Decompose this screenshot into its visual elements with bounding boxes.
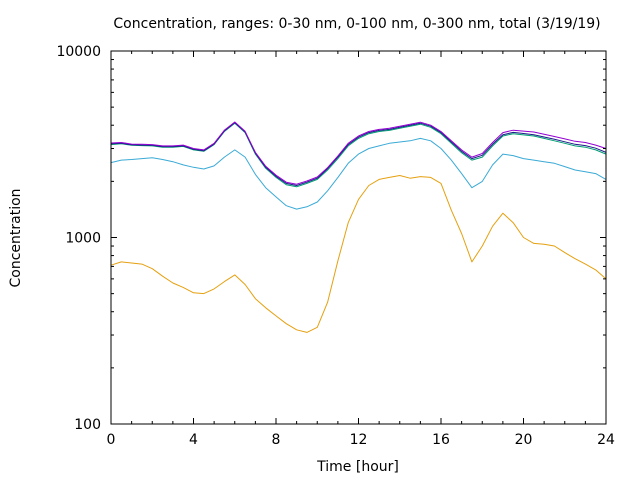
x-tick-label: 24 [597,432,615,448]
y-tick-label: 10000 [56,44,101,60]
y-tick-label: 1000 [65,231,101,247]
x-tick-label: 12 [350,432,368,448]
x-axis-label: Time [hour] [316,459,399,475]
x-tick-label: 20 [515,432,533,448]
plot-frame [110,50,607,425]
series-line-5 [110,121,607,185]
x-tick-label: 0 [107,432,116,448]
y-axis-label: Concentration [8,188,24,287]
series-line-4 [110,122,607,186]
series-line-3 [110,122,607,188]
x-tick-label: 4 [189,432,198,448]
chart-title: Concentration, ranges: 0-30 nm, 0-100 nm… [113,16,600,32]
plot-area: 0 4 8 12 16 20 24 100 1000 10000 [56,44,615,448]
series-line-2 [110,137,607,210]
series-line-1 [110,175,607,333]
x-tick-label: 8 [272,432,281,448]
x-tick-label: 16 [432,432,450,448]
y-tick-label: 100 [74,417,101,433]
